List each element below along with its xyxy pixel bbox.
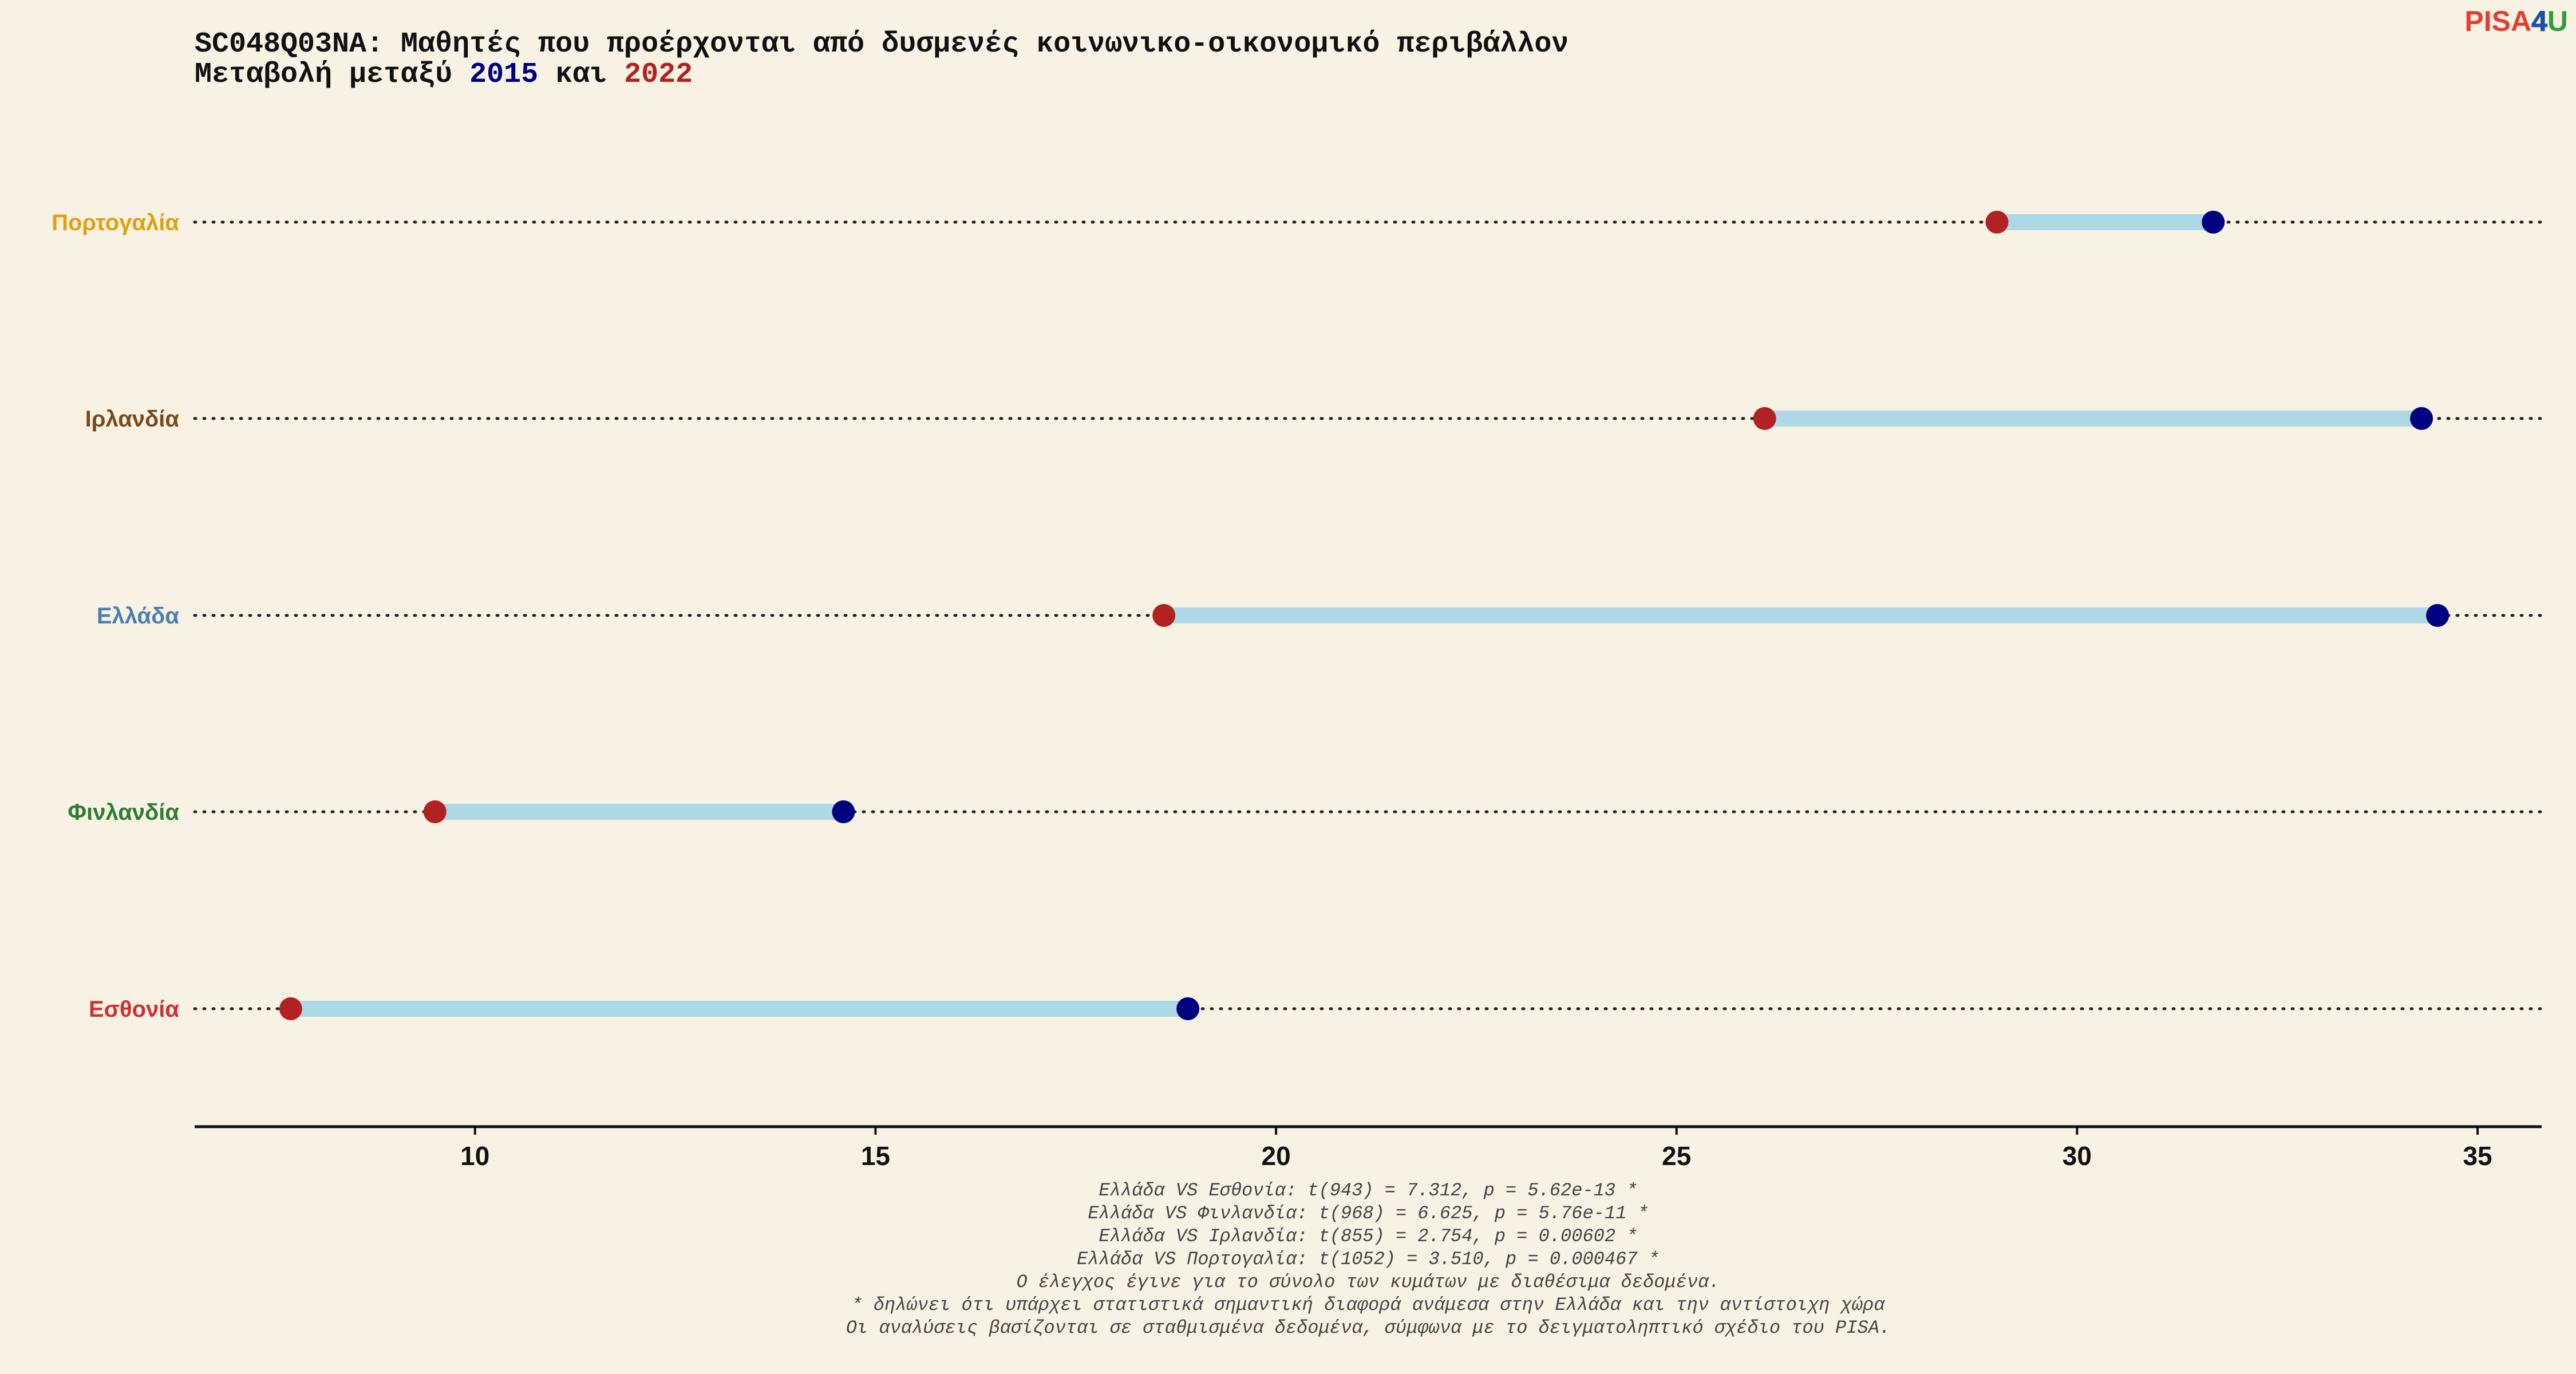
footnote-line: * δηλώνει ότι υπάρχει στατιστικά σημαντι… xyxy=(851,1294,1885,1316)
point-2015 xyxy=(2202,211,2225,234)
footnote-line: Ελλάδα VS Ιρλανδία: t(855) = 2.754, p = … xyxy=(1099,1226,1638,1247)
country-label: Πορτογαλία xyxy=(52,210,179,235)
subtitle-mid: και xyxy=(538,58,624,91)
x-tick-label: 10 xyxy=(460,1141,489,1171)
footnote-line: Ελλάδα VS Πορτογαλία: t(1052) = 3.510, p… xyxy=(1077,1249,1660,1270)
chart-subtitle: Μεταβολή μεταξύ 2015 και 2022 xyxy=(195,58,693,91)
footnote-line: Ελλάδα VS Φινλανδία: t(968) = 6.625, p =… xyxy=(1088,1203,1648,1224)
x-tick-label: 30 xyxy=(2063,1141,2092,1171)
point-2022 xyxy=(1985,211,2009,234)
footnote-line: Οι αναλύσεις βασίζονται σε σταθμισμένα δ… xyxy=(846,1317,1890,1339)
point-2022 xyxy=(1152,604,1176,627)
subtitle-year-2015: 2015 xyxy=(469,58,538,91)
x-tick-label: 25 xyxy=(1662,1141,1691,1171)
country-label: Εσθονία xyxy=(89,997,179,1022)
logo: PISA4U xyxy=(2464,5,2568,37)
subtitle-year-2022: 2022 xyxy=(624,58,693,91)
country-label: Ελλάδα xyxy=(97,603,180,629)
logo-pisa: PISA xyxy=(2464,5,2531,37)
point-2015 xyxy=(2426,604,2449,627)
footnotes: Ελλάδα VS Εσθονία: t(943) = 7.312, p = 5… xyxy=(846,1180,1890,1339)
point-2015 xyxy=(1176,997,1200,1020)
logo-four: 4 xyxy=(2531,5,2547,37)
chart-title-line1: SC048Q03NA: Μαθητές που προέρχονται από … xyxy=(195,28,1568,61)
country-row: Ελλάδα xyxy=(97,603,2543,629)
footnote-line: Ελλάδα VS Εσθονία: t(943) = 7.312, p = 5… xyxy=(1099,1180,1638,1201)
point-2015 xyxy=(2410,407,2433,430)
x-tick-label: 15 xyxy=(861,1141,890,1171)
country-row: Ιρλανδία xyxy=(85,406,2543,432)
country-label: Ιρλανδία xyxy=(85,406,180,432)
x-tick-label: 35 xyxy=(2463,1141,2492,1171)
x-axis: 10 15 20 25 30 35 xyxy=(195,1125,2542,1171)
point-2015 xyxy=(832,800,855,823)
x-tick-label: 20 xyxy=(1261,1141,1290,1171)
footnote-line: Ο έλεγχος έγινε για το σύνολο των κυμάτω… xyxy=(1017,1272,1720,1293)
chart-title: SC048Q03NA: Μαθητές που προέρχονται από … xyxy=(195,28,1568,61)
chart-rows: Πορτογαλία Ιρλανδία Ελλάδα Φινλανδία Εσθονία xyxy=(52,210,2543,1022)
subtitle-prefix: Μεταβολή μεταξύ xyxy=(195,58,469,91)
point-2022 xyxy=(1753,407,1776,430)
country-label: Φινλανδία xyxy=(68,800,179,825)
country-row: Πορτογαλία xyxy=(52,210,2543,235)
country-row: Φινλανδία xyxy=(68,800,2543,825)
point-2022 xyxy=(423,800,447,823)
point-2022 xyxy=(279,997,302,1020)
logo-u: U xyxy=(2547,5,2568,37)
country-row: Εσθονία xyxy=(89,997,2543,1022)
